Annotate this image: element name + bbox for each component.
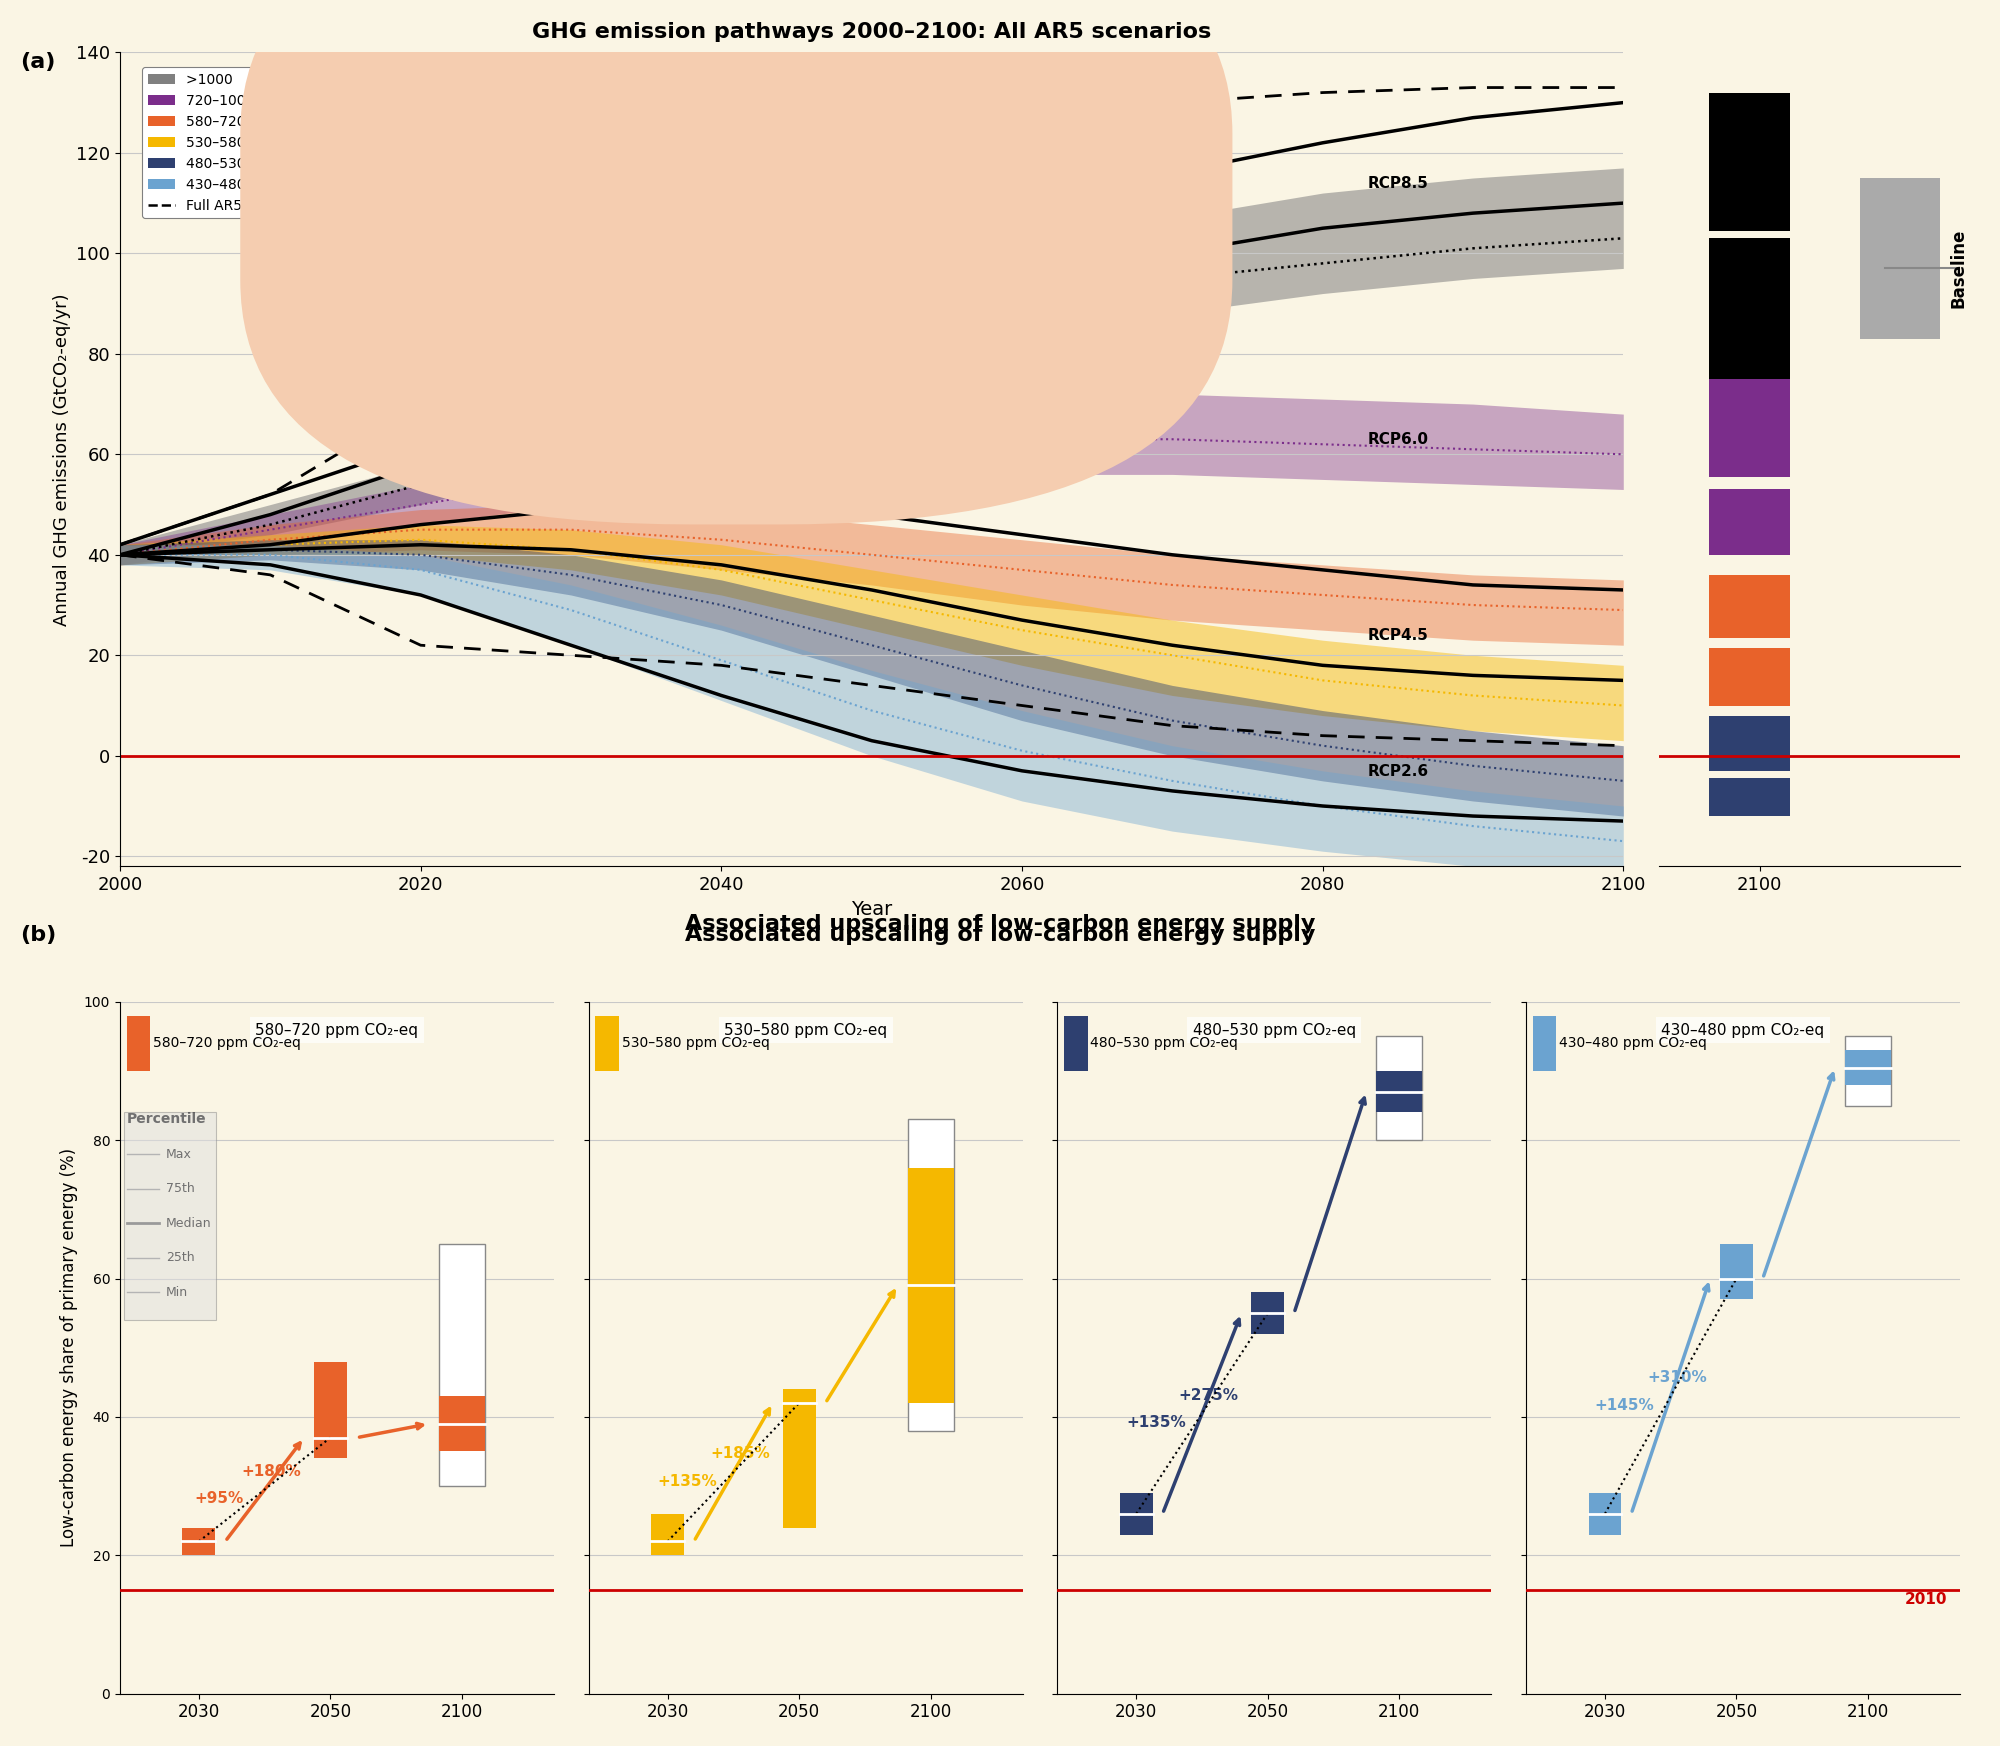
Text: +310%: +310% <box>1648 1371 1708 1385</box>
Text: Associated upscaling of low-carbon energy supply: Associated upscaling of low-carbon energ… <box>684 915 1316 934</box>
Text: (a): (a) <box>20 52 56 72</box>
Text: 530–580 ppm CO₂-eq: 530–580 ppm CO₂-eq <box>724 1023 888 1037</box>
Bar <box>782 1390 816 1528</box>
Bar <box>1252 1292 1284 1334</box>
Text: Percentile: Percentile <box>126 1112 206 1126</box>
Bar <box>1376 1070 1422 1112</box>
Bar <box>1860 178 1940 339</box>
Text: 580–720 ppm CO₂-eq: 580–720 ppm CO₂-eq <box>256 1023 418 1037</box>
Bar <box>1710 484 1790 555</box>
Text: 480–530 ppm CO₂-eq: 480–530 ppm CO₂-eq <box>1192 1023 1356 1037</box>
Text: +145%: +145% <box>1594 1399 1654 1413</box>
Bar <box>1376 1037 1422 1140</box>
Bar <box>1710 230 1790 237</box>
Bar <box>438 1243 484 1486</box>
Bar <box>1710 477 1790 489</box>
Text: +135%: +135% <box>1126 1416 1186 1430</box>
Bar <box>596 1016 618 1070</box>
Bar <box>908 1119 954 1430</box>
Bar <box>1710 379 1790 480</box>
Text: 430–480 ppm CO₂-eq: 430–480 ppm CO₂-eq <box>1558 1037 1706 1051</box>
Text: 580–720 ppm CO₂-eq: 580–720 ppm CO₂-eq <box>152 1037 300 1051</box>
Text: RCP4.5: RCP4.5 <box>1368 629 1428 643</box>
Bar <box>1710 574 1790 641</box>
Text: RCP6.0: RCP6.0 <box>1368 433 1428 447</box>
Y-axis label: Low-carbon energy share of primary energy (%): Low-carbon energy share of primary energ… <box>60 1149 78 1547</box>
Bar <box>438 1397 484 1451</box>
Bar <box>1844 1037 1890 1105</box>
Bar <box>182 1528 216 1556</box>
Bar <box>1710 93 1790 234</box>
Bar <box>1710 770 1790 779</box>
Text: 2010: 2010 <box>1904 1592 1946 1606</box>
Text: 75th: 75th <box>166 1182 194 1194</box>
Text: +135%: +135% <box>658 1474 718 1489</box>
Bar <box>652 1514 684 1556</box>
Text: RCP2.6: RCP2.6 <box>1368 763 1428 779</box>
Bar <box>1710 637 1790 648</box>
Bar <box>908 1168 954 1404</box>
Title: GHG emission pathways 2000–2100: All AR5 scenarios: GHG emission pathways 2000–2100: All AR5… <box>532 23 1212 42</box>
Text: Min: Min <box>166 1285 188 1299</box>
Text: Associated upscaling of low-carbon energy supply: Associated upscaling of low-carbon energ… <box>684 925 1316 945</box>
Text: Baseline: Baseline <box>1950 229 1968 307</box>
Bar <box>124 1112 216 1320</box>
Bar <box>1532 1016 1556 1070</box>
Bar <box>1064 1016 1088 1070</box>
Bar <box>1844 1051 1890 1084</box>
Bar <box>1720 1243 1752 1299</box>
X-axis label: Year: Year <box>852 899 892 918</box>
Text: +185%: +185% <box>710 1446 770 1461</box>
Bar <box>1710 646 1790 705</box>
Text: 530–580 ppm CO₂-eq: 530–580 ppm CO₂-eq <box>622 1037 770 1051</box>
Bar <box>1710 716 1790 775</box>
Text: +275%: +275% <box>1178 1388 1238 1402</box>
Text: 480–530 ppm CO₂-eq: 480–530 ppm CO₂-eq <box>1090 1037 1238 1051</box>
Bar <box>314 1362 346 1458</box>
Text: +180%: +180% <box>242 1463 302 1479</box>
Text: 430–480 ppm CO₂-eq: 430–480 ppm CO₂-eq <box>1662 1023 1824 1037</box>
Text: 25th: 25th <box>166 1252 194 1264</box>
FancyBboxPatch shape <box>240 0 1232 524</box>
Legend: 90th Percentile, Median, 10th Percentile: 90th Percentile, Median, 10th Percentile <box>698 68 852 134</box>
Bar <box>1710 775 1790 815</box>
Bar <box>1120 1493 1152 1535</box>
Text: Median: Median <box>166 1217 212 1229</box>
Bar <box>1588 1493 1622 1535</box>
Bar <box>1710 237 1790 379</box>
Text: +95%: +95% <box>194 1491 244 1507</box>
Text: RCP8.5: RCP8.5 <box>1368 176 1428 190</box>
Text: Max: Max <box>166 1147 192 1161</box>
Bar <box>126 1016 150 1070</box>
Text: (b): (b) <box>20 925 56 945</box>
Y-axis label: Annual GHG emissions (GtCO₂-eq/yr): Annual GHG emissions (GtCO₂-eq/yr) <box>52 293 70 625</box>
